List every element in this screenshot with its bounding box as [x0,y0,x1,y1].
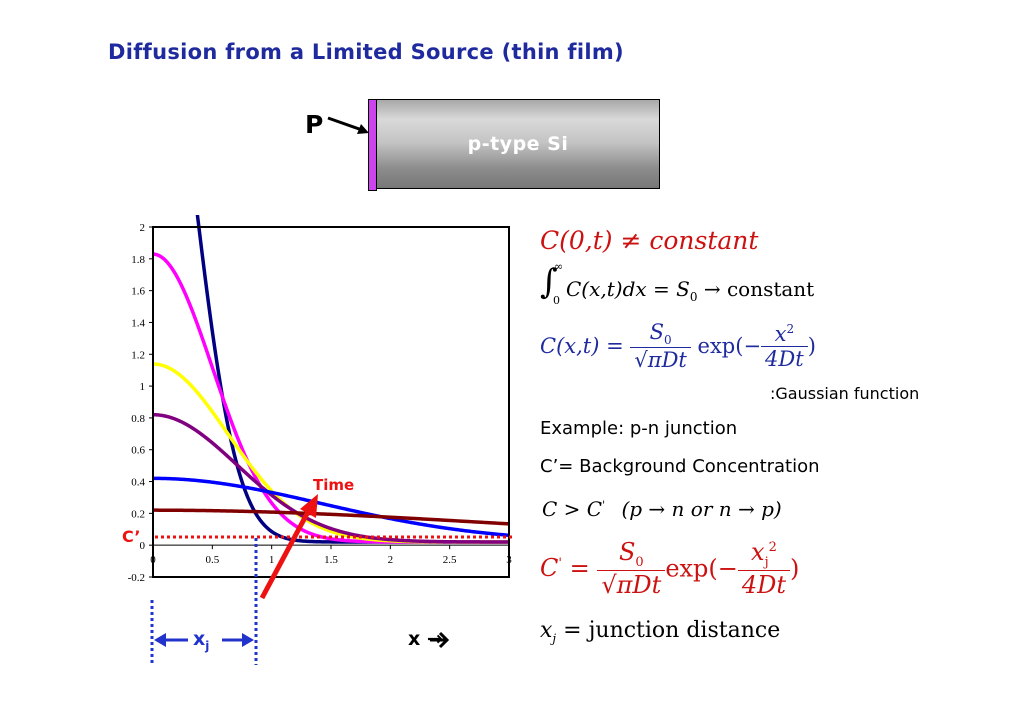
x-tick-label-3: 1.5 [324,554,338,566]
y-tick-label-1: 0 [140,540,146,552]
x-tick-label-1: 0.5 [205,554,219,566]
series-line-5 [153,508,510,526]
y-tick-label-0: -0.2 [128,572,145,584]
substrate-label: p-type Si [467,133,569,155]
xj-arrow-left [154,633,188,647]
y-tick-label-11: 2 [140,222,146,234]
y-tick-label-3: 0.4 [131,477,145,489]
y-tick-label-2: 0.2 [131,508,145,520]
arrow-icon [327,116,369,134]
y-tick-label-10: 1.8 [131,254,145,266]
series-line-4 [153,476,510,538]
inequality: C > C' (p → n or n → p) [542,497,782,521]
cprime-label: C’ [122,527,141,546]
x-tick-label-5: 2.5 [443,554,457,566]
dopant-label: P [305,110,324,139]
y-tick-label-8: 1.4 [131,317,145,329]
gaussian-note: :Gaussian function [770,384,920,403]
y-tick-label-6: 1 [140,381,146,393]
x-tick-label-2: 1 [269,554,275,566]
example-text: Example: p-n junction [540,418,738,439]
junction-distance: xj = junction distance [540,618,781,646]
x-axis-label: x → [408,628,443,650]
plot-frame [152,226,510,578]
time-arrow [259,494,318,600]
xj-label: xj [193,628,210,653]
time-label: Time [313,476,355,494]
xj-arrow-right [222,633,254,647]
x-tick-label-4: 2 [388,554,394,566]
thin-film-layer [368,99,377,191]
y-tick-label-5: 0.8 [131,413,145,425]
y-tick-label-4: 0.6 [131,445,145,457]
y-tick-label-7: 1.2 [131,349,145,361]
equation-gaussian: C(x,t) = S0 √πDt exp(− x2 4Dt) [540,320,816,373]
equation-boundary: C(0,t) ≠ constant [540,226,759,255]
y-tick-label-9: 1.6 [131,286,145,298]
concentration-chart: -0.200.20.40.60.811.21.41.61.820 0.5 1 1.5 2… [128,215,512,584]
page-title: Diffusion from a Limited Source (thin fi… [108,40,624,64]
series-line-3 [152,412,509,544]
background-definition: C’= Background Concentration [540,456,820,477]
equation-junction: C' = S0 √πDt exp(− xj2 4Dt) [540,538,800,599]
x-axis-arrow [430,631,450,649]
